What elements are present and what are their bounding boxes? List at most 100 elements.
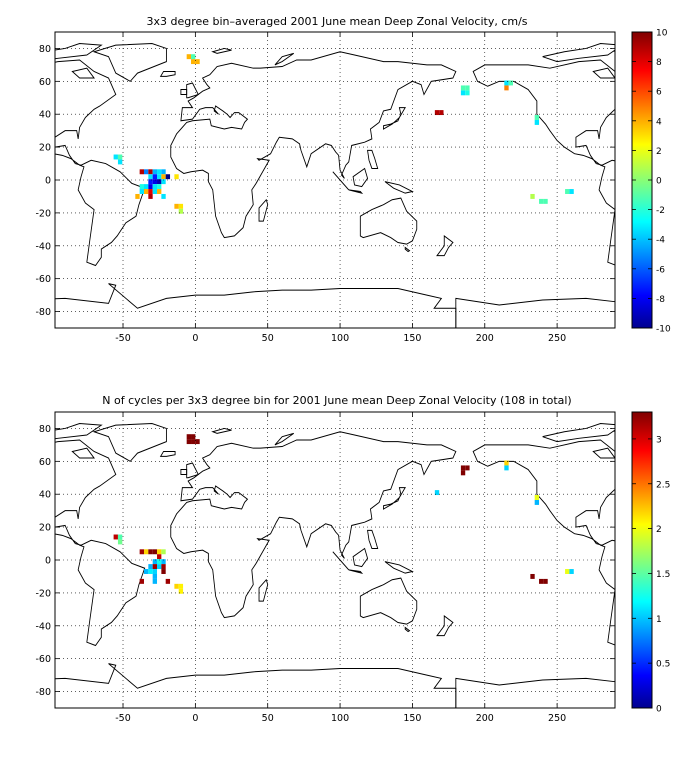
data-bin [439,110,444,116]
cycles-colorbar-labels: 3 2.5 2 1.5 1 0.5 0 [656,435,670,714]
cycles-plot-frame [54,411,616,709]
data-bin [139,578,144,584]
data-bin [117,534,123,540]
data-bin [465,90,470,96]
y-tick-label: 40 [39,110,51,121]
y-tick-label: 0 [45,556,51,567]
data-bin [139,169,144,175]
data-bin [186,439,192,445]
colorbar-tick-label: -10 [656,325,671,335]
data-bin [504,465,509,471]
velocity-grid [55,32,615,328]
velocity-y-axis: 80 60 40 20 0 -20 -40 -60 -80 [35,44,51,318]
colorbar-tick-label: 1 [656,615,662,625]
data-bin [460,90,466,96]
data-bin [539,198,544,204]
data-bin [152,564,158,570]
y-tick-label: -20 [35,208,51,219]
data-bin [174,174,179,180]
data-bin [113,534,118,540]
data-bin [460,85,466,91]
x-tick-label: 0 [192,713,198,724]
data-bin [534,495,540,500]
velocity-colorbar-ticks [632,31,652,329]
data-bin [161,174,166,180]
data-bin [161,564,166,570]
data-bin [565,189,570,194]
data-bin [195,59,200,65]
colorbar-tick-label: 0.5 [656,660,670,670]
data-bin [152,549,158,555]
cycles-grid [55,412,615,708]
data-bin [161,169,166,175]
data-bin [543,578,548,584]
velocity-panel: 3x3 degree bin–averaged 2001 June mean D… [35,15,671,344]
data-bin [186,54,192,60]
data-bin [148,184,153,190]
data-bin [157,564,162,570]
data-bin [152,174,158,180]
data-bin [157,559,162,565]
data-bin [434,490,440,496]
cycles-colorbar [631,411,653,709]
x-tick-label: 250 [548,333,566,344]
y-tick-label: 80 [39,424,51,435]
colorbar-tick-label: -8 [656,295,665,305]
data-bin [504,460,509,466]
data-bin [152,184,158,190]
data-bin [465,85,470,91]
cycles-panel: N of cycles per 3x3 degree bin for 2001 … [35,394,670,724]
x-tick-label: 100 [331,333,349,344]
x-tick-label: 250 [548,713,566,724]
data-bin [569,189,574,194]
velocity-x-axis: -50 0 50 100 150 200 250 [115,333,566,344]
x-tick-label: 50 [262,333,274,344]
data-bin [135,193,140,199]
colorbar-tick-label: 3 [656,435,662,445]
x-tick-label: -50 [115,333,131,344]
data-bin [543,198,548,204]
y-tick-label: 20 [39,523,51,534]
x-tick-label: 50 [262,713,274,724]
data-bin [191,439,196,445]
data-bin [152,169,158,175]
x-tick-label: -50 [115,713,131,724]
data-bin [148,169,153,175]
data-bin [165,578,171,584]
y-tick-label: 60 [39,77,51,88]
colorbar-tick-label: -2 [656,206,665,216]
y-tick-label: -60 [35,274,51,285]
y-tick-label: -80 [35,687,51,698]
data-bin [165,174,171,180]
data-bin [530,573,535,579]
x-tick-label: 0 [192,333,198,344]
data-bin [139,549,144,555]
colorbar-tick-label: 2 [656,147,662,157]
data-bin [178,588,184,594]
data-bin [161,193,166,199]
y-tick-label: 20 [39,143,51,154]
x-tick-label: 150 [403,713,421,724]
colorbar-tick-label: 0 [656,705,662,715]
data-bin [191,54,196,60]
x-tick-label: 200 [476,713,494,724]
data-bin [161,179,166,185]
data-bin [117,159,123,165]
y-tick-label: 80 [39,44,51,55]
data-bin [191,59,196,65]
cycles-title: N of cycles per 3x3 degree bin for 2001 … [102,394,571,407]
x-tick-label: 200 [476,333,494,344]
y-tick-label: 60 [39,457,51,468]
data-bin [161,569,166,574]
cycles-x-axis: -50 0 50 100 150 200 250 [115,713,566,724]
x-tick-label: 150 [403,333,421,344]
velocity-colorbar-labels: 10 8 6 4 2 0 -2 -4 -6 -8 -10 [656,29,671,335]
data-bin [148,569,153,574]
data-bin [143,549,149,555]
data-bin [143,569,149,574]
data-bin [139,184,144,190]
y-tick-label: 40 [39,490,51,501]
data-bin [161,559,166,565]
data-bin [113,154,118,160]
y-tick-label: -20 [35,588,51,599]
